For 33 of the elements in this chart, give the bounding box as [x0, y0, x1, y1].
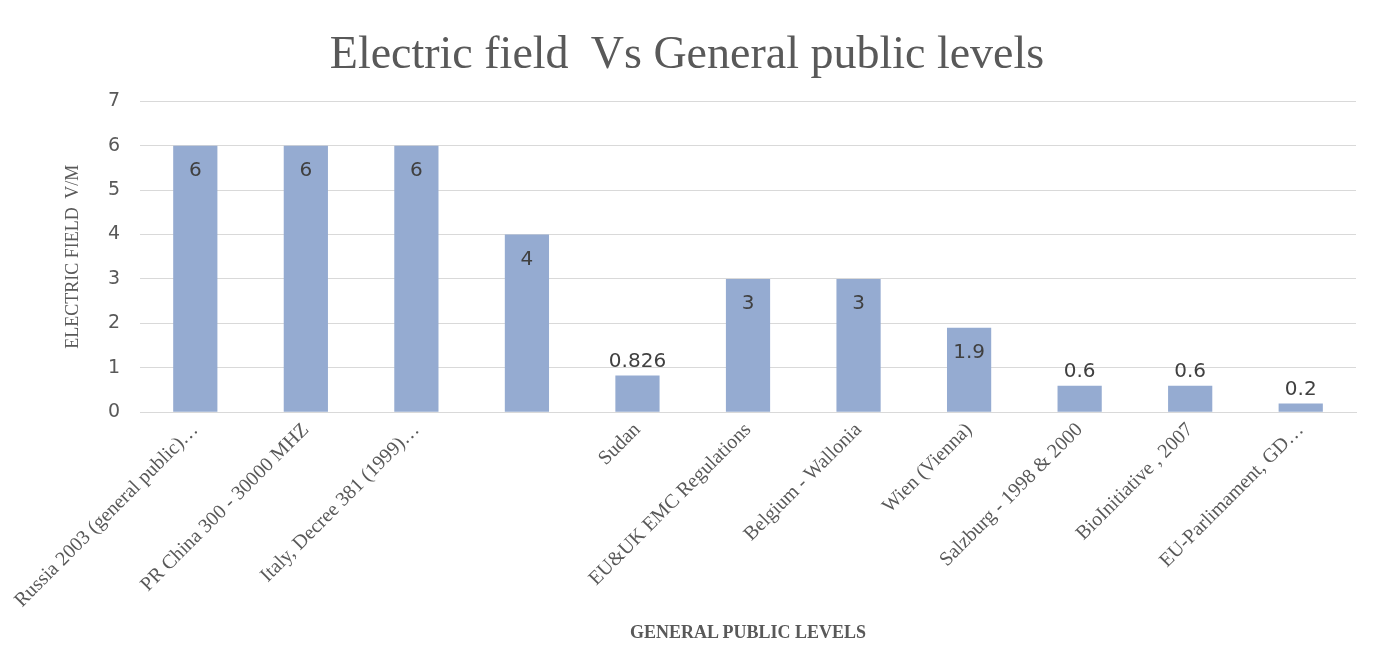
- data-label: 6: [410, 156, 423, 181]
- bar: [283, 145, 328, 412]
- chart-title: Electric field Vs General public levels: [329, 26, 1045, 78]
- bar: [1168, 385, 1213, 412]
- y-tick-label: 0: [107, 399, 121, 422]
- bar: [394, 145, 439, 412]
- x-axis-title: GENERAL PUBLIC LEVELS: [629, 621, 867, 642]
- bar: [173, 145, 218, 412]
- y-tick-label: 2: [107, 310, 121, 333]
- data-label: 1.9: [953, 339, 986, 364]
- data-label: 0.2: [1284, 375, 1317, 400]
- y-tick-label: 4: [107, 221, 121, 244]
- bar: [836, 278, 881, 412]
- bar: [1278, 403, 1323, 412]
- y-tick-label: 7: [107, 88, 121, 111]
- bar: [504, 234, 550, 412]
- y-tick-label: 1: [107, 354, 121, 377]
- bar: [946, 327, 992, 412]
- y-tick-label: 6: [107, 132, 121, 155]
- bar: [615, 375, 660, 412]
- data-label: 3: [852, 290, 865, 315]
- data-label: 3: [741, 290, 755, 315]
- data-label: 4: [520, 245, 534, 270]
- y-axis-title: ELECTRIC FIELD V/M: [61, 164, 82, 349]
- data-label: 0.6: [1063, 357, 1096, 382]
- y-tick-label: 3: [107, 265, 121, 288]
- data-label: 6: [188, 156, 202, 181]
- data-label: 0.826: [608, 347, 667, 372]
- bar: [1057, 385, 1102, 412]
- data-label: 0.6: [1174, 357, 1207, 382]
- bar: [725, 278, 771, 412]
- data-label: 6: [299, 156, 313, 181]
- y-tick-label: 5: [107, 177, 121, 200]
